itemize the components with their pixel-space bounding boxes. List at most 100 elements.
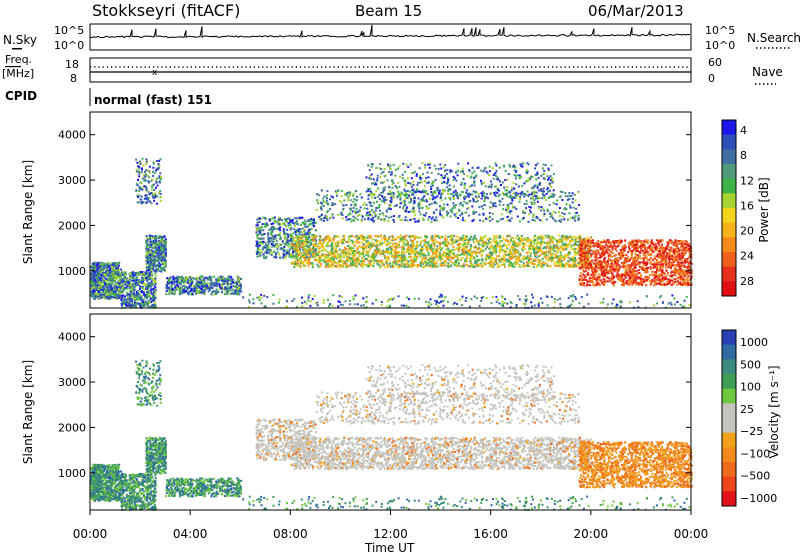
power-cell xyxy=(273,238,275,240)
power-cell xyxy=(440,260,442,262)
power-cell xyxy=(349,265,351,267)
power-cell xyxy=(304,259,306,261)
power-cell xyxy=(115,290,117,292)
power-cell xyxy=(211,276,213,278)
power-cell xyxy=(388,256,390,258)
power-cell xyxy=(240,286,242,288)
power-cell xyxy=(144,274,146,276)
power-cell xyxy=(570,246,572,248)
power-cell xyxy=(121,284,123,286)
power-cell xyxy=(162,246,164,248)
power-cell xyxy=(95,295,97,297)
power-cell xyxy=(152,252,154,254)
power-cell xyxy=(139,195,141,197)
power-cell xyxy=(542,258,544,260)
power-cell xyxy=(264,247,266,249)
power-cell xyxy=(142,178,144,180)
power-cell xyxy=(369,242,371,244)
power-cell xyxy=(488,242,490,244)
power-cell xyxy=(335,245,337,247)
power-cell xyxy=(98,276,100,278)
power-cell xyxy=(147,258,149,260)
nsky-underline xyxy=(12,48,22,50)
power-cell xyxy=(291,256,293,258)
power-cell xyxy=(310,244,312,246)
power-cell xyxy=(357,248,359,250)
power-cell xyxy=(403,242,405,244)
power-cell xyxy=(302,240,304,242)
power-cell xyxy=(293,228,295,230)
power-cell xyxy=(141,291,143,293)
power-cell xyxy=(213,294,215,296)
power-cell xyxy=(439,245,441,247)
power-cell xyxy=(143,185,145,187)
power-cell xyxy=(152,288,154,290)
power-cell xyxy=(108,297,110,299)
power-cell xyxy=(352,240,354,242)
power-cell xyxy=(213,276,215,278)
power-cell xyxy=(201,288,203,290)
power-cell xyxy=(152,175,154,177)
power-cell xyxy=(278,253,280,255)
power-cell xyxy=(163,257,165,259)
power-cell xyxy=(115,276,117,278)
power-cell xyxy=(291,241,293,243)
power-cell xyxy=(91,285,93,287)
power-cell xyxy=(424,262,426,264)
power-cell xyxy=(155,255,157,257)
power-cell xyxy=(396,237,398,239)
power-cell xyxy=(443,260,445,262)
power-cell xyxy=(144,294,146,296)
power-cell xyxy=(135,282,137,284)
power-cell xyxy=(210,293,212,295)
power-cell xyxy=(363,256,365,258)
power-cell xyxy=(238,293,240,295)
power-cell xyxy=(425,255,427,257)
power-cell xyxy=(301,217,303,219)
power-cell xyxy=(159,172,161,174)
power-cell xyxy=(264,251,266,253)
power-cell xyxy=(156,237,158,239)
power-cell xyxy=(137,284,139,286)
power-cell xyxy=(304,220,306,222)
power-cell xyxy=(136,293,138,295)
power-cell xyxy=(147,238,149,240)
power-cell xyxy=(146,244,148,246)
power-cell xyxy=(329,260,331,262)
power-cell xyxy=(564,265,566,267)
power-cell xyxy=(537,236,539,238)
power-cell xyxy=(148,191,150,193)
power-cell xyxy=(325,245,327,247)
power-cell xyxy=(541,263,543,265)
power-cell xyxy=(590,237,592,239)
power-cell xyxy=(240,284,242,286)
power-cell xyxy=(391,235,393,237)
power-cell xyxy=(121,272,123,274)
power-cell xyxy=(298,230,300,232)
power-cell xyxy=(155,264,157,266)
power-cell xyxy=(153,189,155,191)
power-cell xyxy=(153,200,155,202)
power-cell xyxy=(95,293,97,295)
power-cell xyxy=(293,266,295,268)
power-cell xyxy=(392,266,394,268)
power-cell xyxy=(197,285,199,287)
power-cell xyxy=(140,295,142,297)
power-cell xyxy=(263,241,265,243)
power-cell xyxy=(495,250,497,252)
power-cell xyxy=(111,289,113,291)
power-cell xyxy=(323,261,325,263)
power-cell xyxy=(546,263,548,265)
power-cell xyxy=(504,266,506,268)
power-cell xyxy=(147,292,149,294)
power-cell xyxy=(164,264,166,266)
power-cell xyxy=(158,163,160,165)
power-cell xyxy=(420,237,422,239)
power-cell xyxy=(261,251,263,253)
power-cell xyxy=(303,257,305,259)
power-cell xyxy=(202,281,204,283)
power-cell xyxy=(381,239,383,241)
power-cell xyxy=(110,275,112,277)
power-cell xyxy=(96,267,98,269)
freq-label: Freq. xyxy=(5,53,32,66)
